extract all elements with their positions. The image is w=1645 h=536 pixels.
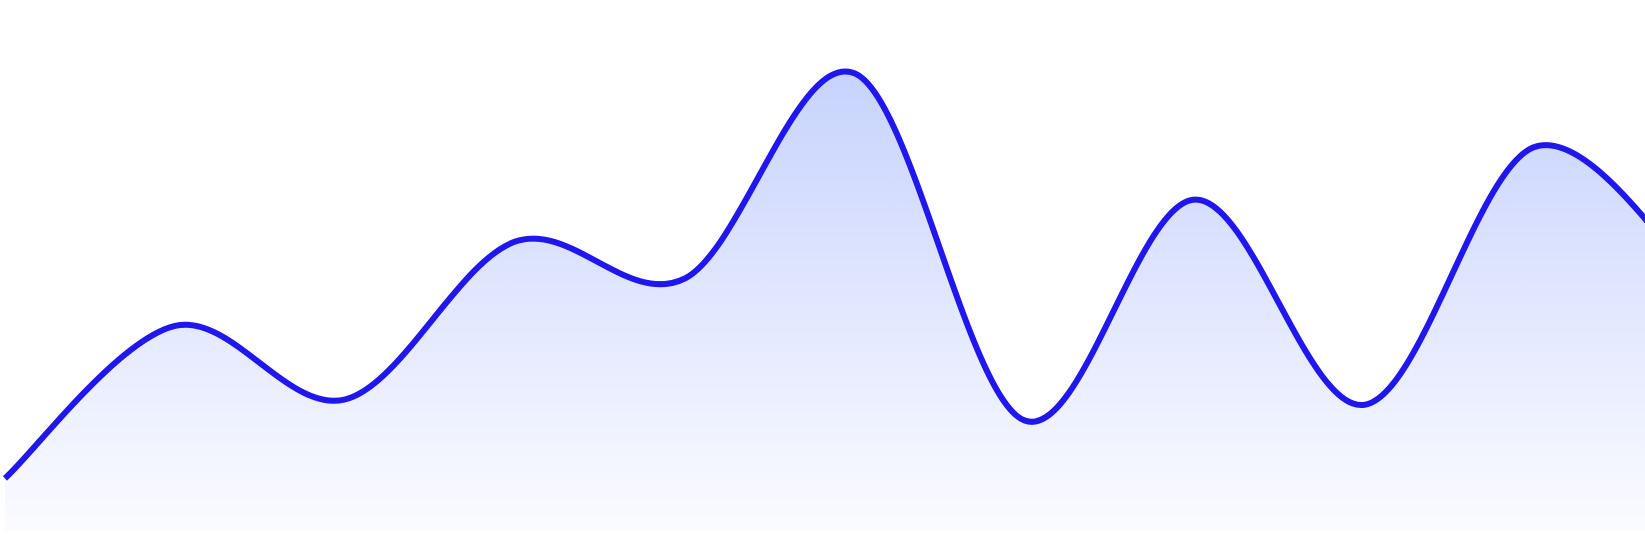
series-line [2,68,1645,481]
series-layer [2,68,1645,531]
area-fill [5,71,1645,531]
